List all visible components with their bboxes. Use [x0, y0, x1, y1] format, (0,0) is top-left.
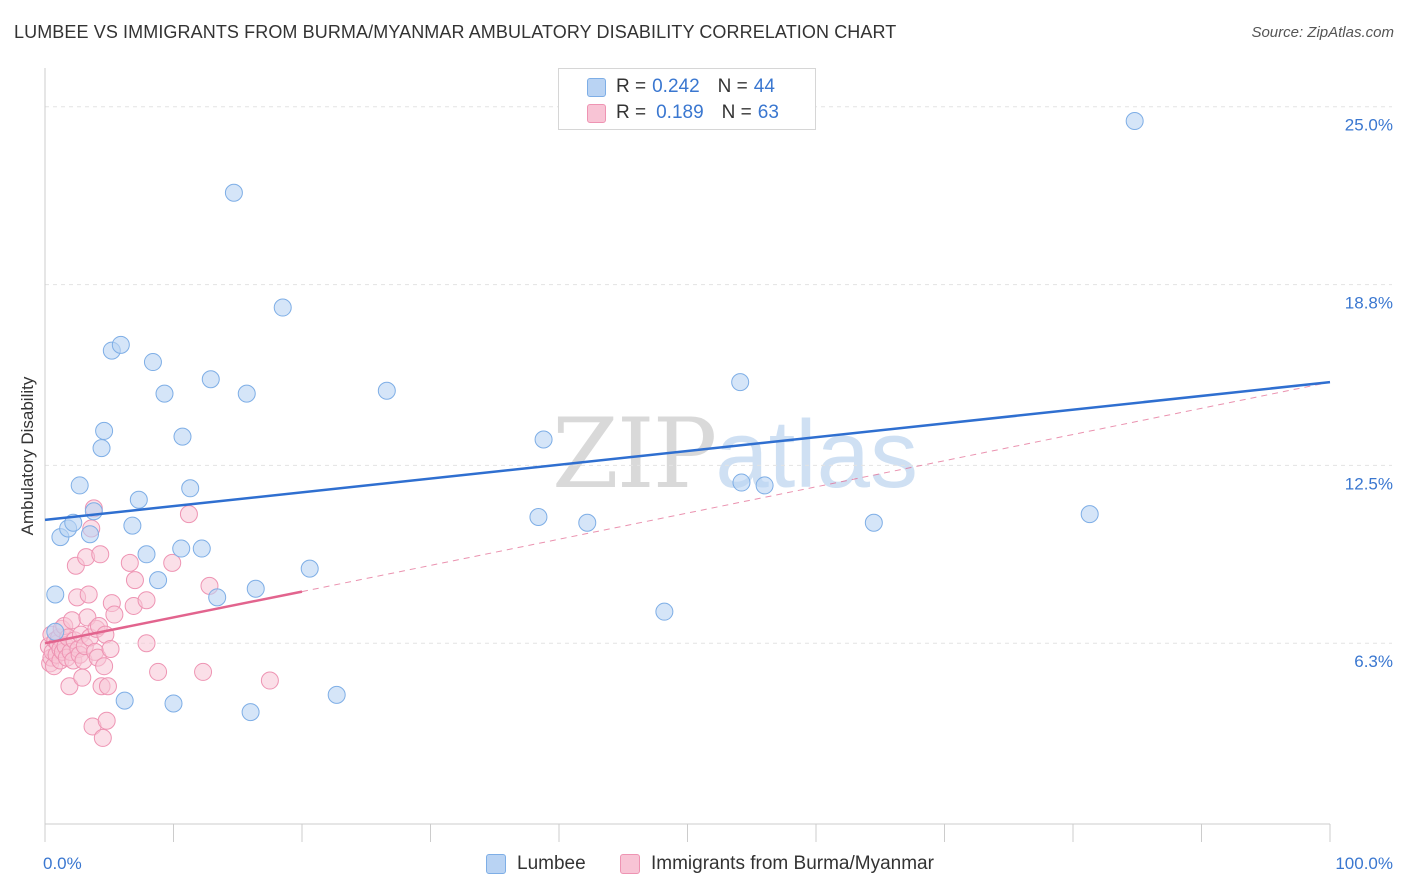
lumbee-point	[70, 476, 89, 495]
y-tick-label: 18.8%	[1345, 294, 1393, 313]
burma-point	[120, 553, 139, 572]
lumbee-point	[84, 502, 103, 521]
lumbee-point	[1125, 112, 1144, 131]
burma-legend-swatch	[620, 854, 640, 874]
burma-point	[91, 545, 110, 564]
burma-n-value: 63	[757, 102, 779, 123]
lumbee-point	[327, 685, 346, 704]
burma-point	[194, 662, 213, 681]
lumbee-point	[149, 571, 168, 590]
lumbee-point	[246, 579, 265, 598]
legend-row-burma: R = 0.189 N = 63	[587, 101, 779, 125]
lumbee-point	[241, 703, 260, 722]
lumbee-point	[111, 335, 130, 354]
legend-row-lumbee: R = 0.242 N = 44	[587, 75, 775, 99]
burma-point	[179, 505, 198, 524]
y-tick-label: 25.0%	[1345, 116, 1393, 135]
burma-point	[125, 571, 144, 590]
burma-swatch	[587, 103, 606, 123]
series-legend-burma: Immigrants from Burma/Myanmar	[620, 852, 934, 876]
lumbee-point	[201, 370, 220, 389]
burma-point	[73, 668, 92, 687]
lumbee-point	[46, 585, 65, 604]
legend-n-label: N =	[717, 76, 748, 97]
burma-point	[137, 591, 156, 610]
lumbee-legend-label: Lumbee	[517, 853, 586, 874]
lumbee-point	[115, 691, 134, 710]
lumbee-point	[155, 384, 174, 403]
burma-point	[149, 662, 168, 681]
burma-point	[105, 605, 124, 624]
burma-point	[60, 677, 79, 696]
lumbee-point	[755, 476, 774, 495]
burma-trend-extension	[301, 381, 1331, 593]
y-tick-label: 6.3%	[1354, 652, 1393, 671]
lumbee-point	[273, 298, 292, 317]
lumbee-trend-line	[44, 380, 1331, 522]
lumbee-point	[655, 602, 674, 621]
lumbee-point	[224, 183, 243, 202]
lumbee-point	[1080, 505, 1099, 524]
lumbee-point	[529, 507, 548, 526]
lumbee-point	[173, 427, 192, 446]
y-axis-label: Ambulatory Disability	[18, 376, 37, 536]
y-tick-label: 12.5%	[1345, 474, 1393, 493]
lumbee-point	[92, 439, 111, 458]
stats-legend: R = 0.242 N = 44 R = 0.189 N = 63	[558, 68, 816, 130]
burma-trend-line	[44, 590, 303, 645]
lumbee-point	[80, 525, 99, 544]
burma-point	[95, 657, 114, 676]
lumbee-point	[95, 421, 114, 440]
burma-point	[163, 553, 182, 572]
burma-point	[101, 639, 120, 658]
lumbee-r-value: 0.242	[652, 76, 700, 97]
lumbee-point	[123, 516, 142, 535]
burma-point	[260, 671, 279, 690]
lumbee-point	[534, 430, 553, 449]
lumbee-point	[181, 479, 200, 498]
lumbee-point	[46, 622, 65, 641]
x-tick-label-min: 0.0%	[43, 854, 82, 873]
lumbee-point	[578, 513, 597, 532]
lumbee-legend-swatch	[486, 854, 506, 874]
legend-r-label: R =	[616, 102, 647, 123]
series-legend-lumbee: Lumbee	[486, 852, 586, 876]
x-tick-label-max: 100.0%	[1335, 854, 1393, 873]
lumbee-point	[164, 694, 183, 713]
lumbee-point	[172, 539, 191, 558]
source-label: Source: ZipAtlas.com	[1251, 24, 1394, 41]
lumbee-point	[143, 353, 162, 372]
burma-legend-label: Immigrants from Burma/Myanmar	[651, 853, 934, 874]
lumbee-point	[129, 490, 148, 509]
chart-title: LUMBEE VS IMMIGRANTS FROM BURMA/MYANMAR …	[14, 22, 897, 42]
lumbee-n-value: 44	[753, 76, 775, 97]
legend-r-label: R =	[616, 76, 647, 97]
burma-point	[93, 728, 112, 747]
lumbee-point	[864, 513, 883, 532]
lumbee-swatch	[587, 77, 606, 97]
lumbee-point	[731, 373, 750, 392]
lumbee-point	[377, 381, 396, 400]
burma-point	[137, 634, 156, 653]
lumbee-point	[208, 588, 227, 607]
lumbee-point	[300, 559, 319, 578]
lumbee-point	[732, 473, 751, 492]
lumbee-point	[237, 384, 256, 403]
lumbee-point	[137, 545, 156, 564]
lumbee-point	[192, 539, 211, 558]
burma-point	[98, 677, 117, 696]
burma-point	[79, 585, 98, 604]
burma-point	[97, 711, 116, 730]
legend-n-label: N =	[721, 102, 752, 123]
burma-r-value: 0.189	[656, 102, 704, 123]
